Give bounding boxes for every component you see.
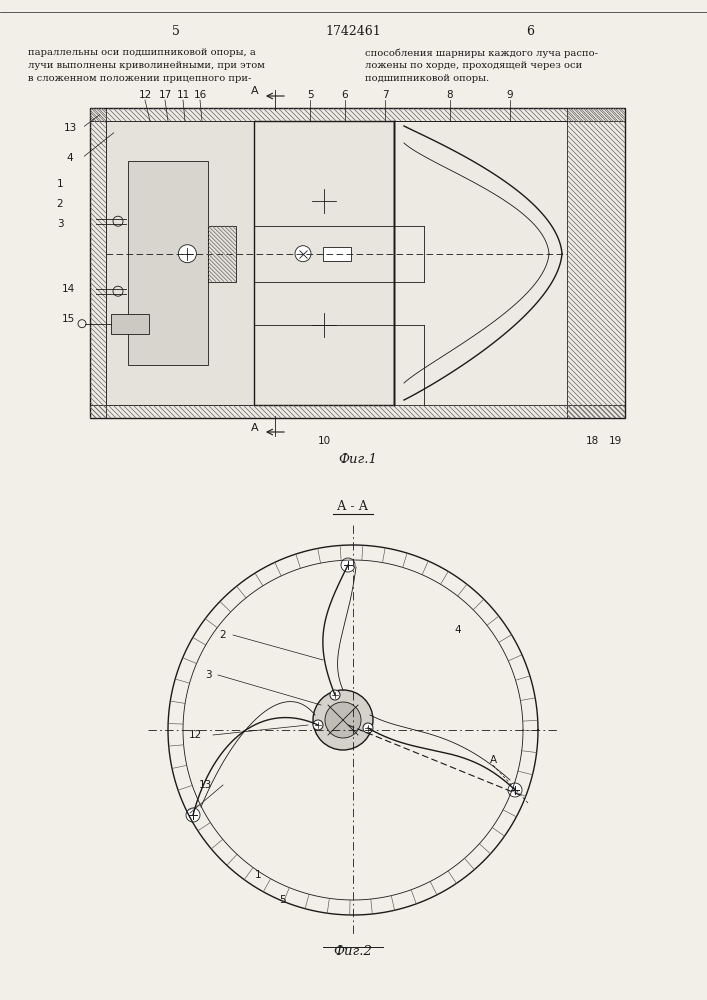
Bar xyxy=(254,121,394,405)
Circle shape xyxy=(330,690,340,700)
Bar xyxy=(90,405,625,418)
Circle shape xyxy=(508,783,522,797)
Text: A: A xyxy=(251,423,259,433)
Text: подшипниковой опоры.: подшипниковой опоры. xyxy=(365,74,489,83)
Text: 13: 13 xyxy=(64,123,76,133)
Text: лучи выполнены криволинейными, при этом: лучи выполнены криволинейными, при этом xyxy=(28,61,265,70)
Text: 12: 12 xyxy=(188,730,201,740)
Text: 18: 18 xyxy=(585,436,599,446)
Text: ложены по хорде, проходящей через оси: ложены по хорде, проходящей через оси xyxy=(365,61,583,70)
Text: 2: 2 xyxy=(57,199,64,209)
Text: 1: 1 xyxy=(57,179,64,189)
Circle shape xyxy=(363,723,373,733)
Text: 1: 1 xyxy=(255,870,262,880)
Text: 15: 15 xyxy=(62,314,75,324)
Text: параллельны оси подшипниковой опоры, а: параллельны оси подшипниковой опоры, а xyxy=(28,48,256,57)
Text: 8: 8 xyxy=(447,90,453,100)
Circle shape xyxy=(313,720,323,730)
Text: А - А: А - А xyxy=(337,500,368,513)
Text: 4: 4 xyxy=(455,625,461,635)
Text: 5: 5 xyxy=(307,90,313,100)
Text: 9: 9 xyxy=(507,90,513,100)
Text: 2: 2 xyxy=(220,630,226,640)
Text: 13: 13 xyxy=(199,780,211,790)
Bar xyxy=(90,108,106,418)
Text: в сложенном положении прицепного при-: в сложенном положении прицепного при- xyxy=(28,74,252,83)
Bar xyxy=(208,226,236,282)
Text: 4: 4 xyxy=(66,153,74,163)
Text: 6: 6 xyxy=(341,90,349,100)
Text: 14: 14 xyxy=(62,284,75,294)
Text: 10: 10 xyxy=(317,436,331,446)
Text: 12: 12 xyxy=(139,90,151,100)
Bar xyxy=(90,108,625,121)
Circle shape xyxy=(186,808,200,822)
Text: Фиг.1: Фиг.1 xyxy=(338,453,377,466)
Bar xyxy=(106,121,254,405)
Text: 19: 19 xyxy=(609,436,621,446)
Bar xyxy=(90,108,625,418)
Text: 5: 5 xyxy=(280,895,286,905)
Bar xyxy=(128,161,208,365)
Text: 3: 3 xyxy=(57,219,64,229)
Circle shape xyxy=(325,702,361,738)
Text: A: A xyxy=(489,755,496,765)
Bar xyxy=(323,247,351,261)
Bar xyxy=(567,108,625,418)
Text: 1742461: 1742461 xyxy=(325,25,381,38)
Text: способления шарниры каждого луча распо-: способления шарниры каждого луча распо- xyxy=(365,48,598,57)
Text: A: A xyxy=(251,86,259,96)
Text: 6: 6 xyxy=(526,25,534,38)
Text: Фиг.2: Фиг.2 xyxy=(334,945,373,958)
Text: 17: 17 xyxy=(158,90,172,100)
Text: 16: 16 xyxy=(194,90,206,100)
Circle shape xyxy=(341,558,355,572)
Text: 3: 3 xyxy=(205,670,211,680)
Circle shape xyxy=(295,246,311,262)
Text: 5: 5 xyxy=(172,25,180,38)
Bar xyxy=(111,314,149,334)
Circle shape xyxy=(178,245,197,263)
Circle shape xyxy=(313,690,373,750)
Text: 7: 7 xyxy=(382,90,388,100)
Text: 11: 11 xyxy=(176,90,189,100)
